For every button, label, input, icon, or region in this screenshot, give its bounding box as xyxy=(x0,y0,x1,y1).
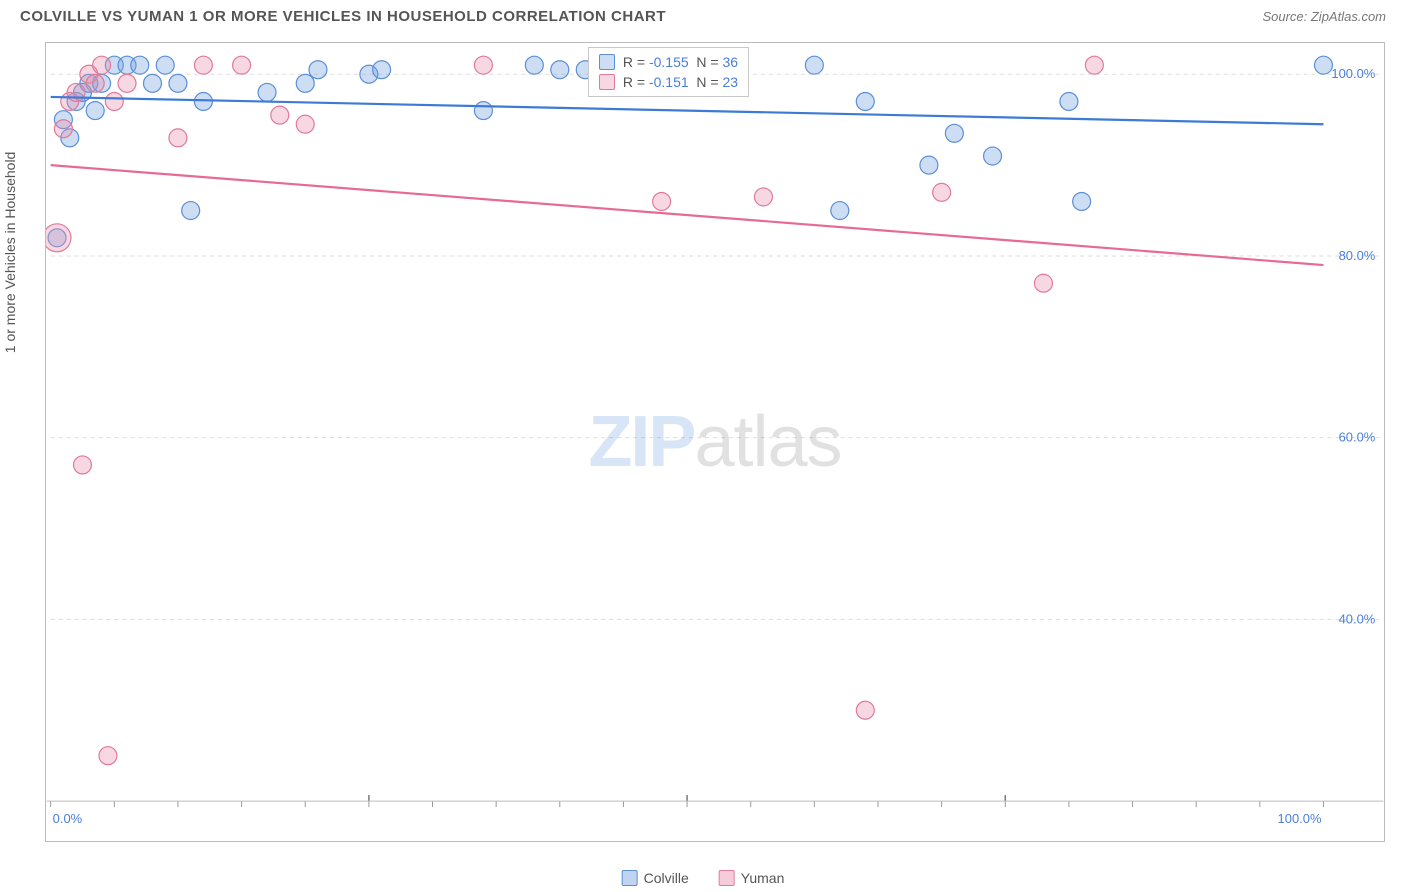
legend-swatch-icon xyxy=(599,54,615,70)
stats-row: R = -0.151 N = 23 xyxy=(599,72,738,92)
svg-text:100.0%: 100.0% xyxy=(1278,811,1322,826)
legend-label: Yuman xyxy=(741,870,785,886)
legend: Colville Yuman xyxy=(622,870,785,886)
svg-text:60.0%: 60.0% xyxy=(1339,430,1376,445)
y-axis-title: 1 or more Vehicles in Household xyxy=(2,152,18,354)
stats-row: R = -0.155 N = 36 xyxy=(599,52,738,72)
svg-text:0.0%: 0.0% xyxy=(53,811,83,826)
legend-swatch-icon xyxy=(599,74,615,90)
legend-item: Colville xyxy=(622,870,689,886)
scatter-plot: 40.0% 60.0% 80.0% 100.0% 0.0% 100.0% xyxy=(46,43,1384,841)
svg-text:40.0%: 40.0% xyxy=(1339,611,1376,626)
correlation-stats-box: R = -0.155 N = 36R = -0.151 N = 23 xyxy=(588,47,749,97)
legend-swatch-icon xyxy=(622,870,638,886)
chart-title: COLVILLE VS YUMAN 1 OR MORE VEHICLES IN … xyxy=(20,8,666,25)
chart-container: 40.0%60.0%80.0%100.0%0.0%100.0% ZIPatlas… xyxy=(45,42,1385,842)
chart-header: COLVILLE VS YUMAN 1 OR MORE VEHICLES IN … xyxy=(0,0,1406,29)
legend-label: Colville xyxy=(644,870,689,886)
svg-text:80.0%: 80.0% xyxy=(1339,248,1376,263)
source-label: Source: ZipAtlas.com xyxy=(1262,9,1386,24)
legend-item: Yuman xyxy=(719,870,785,886)
legend-swatch-icon xyxy=(719,870,735,886)
svg-text:100.0%: 100.0% xyxy=(1331,66,1375,81)
